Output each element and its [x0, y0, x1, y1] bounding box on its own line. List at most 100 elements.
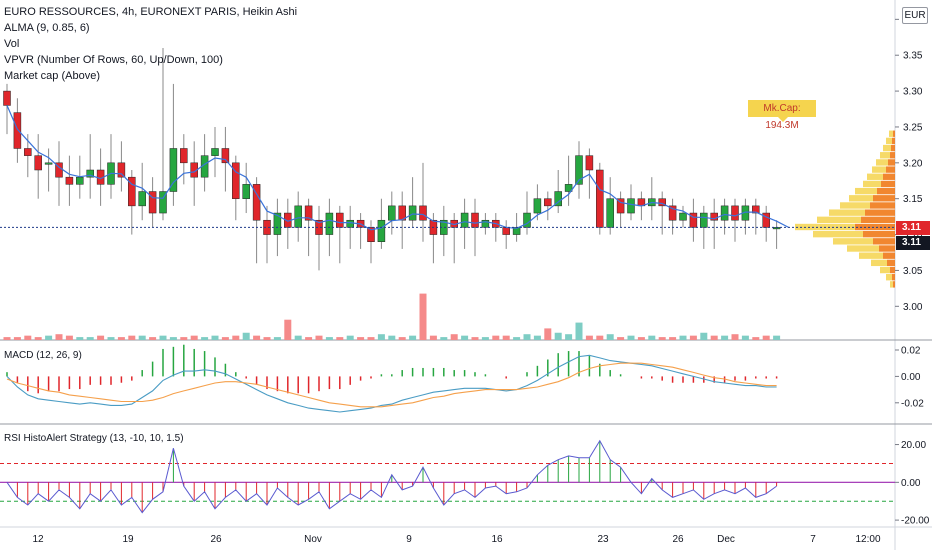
time-tick-label: 7 — [810, 534, 816, 545]
macd-tick-label: 0.00 — [901, 372, 921, 383]
volume-bar — [741, 335, 749, 340]
candle-body — [762, 212, 770, 228]
volume-bar — [24, 335, 32, 340]
vpvr-row-down — [879, 245, 895, 252]
indicator-market-cap[interactable]: Market cap (Above) — [4, 70, 100, 82]
indicator-vol[interactable]: Vol — [4, 38, 20, 50]
volume-bar — [325, 337, 333, 340]
vpvr-row-down — [892, 137, 895, 145]
volume-bar — [502, 335, 510, 340]
vpvr-profile — [795, 130, 895, 288]
vpvr-row-up — [855, 187, 877, 195]
candle-body — [117, 162, 126, 178]
currency-button[interactable]: EUR — [902, 7, 928, 24]
time-tick-label: 26 — [672, 534, 684, 545]
candle-body — [252, 184, 261, 221]
candle-body — [367, 227, 375, 242]
time-tick-label: 19 — [122, 534, 134, 545]
macd-tick-label: 0.02 — [901, 346, 921, 357]
volume-bar — [658, 337, 666, 340]
rsi-tick-label: -20.00 — [901, 516, 930, 527]
price-tick-label: 3.00 — [903, 302, 923, 313]
vpvr-row-up — [880, 266, 890, 274]
volume-bar — [65, 335, 73, 340]
volume-bar — [117, 337, 125, 340]
macd-line — [6, 354, 777, 413]
vpvr-row-up — [886, 137, 892, 145]
volume-bar — [648, 335, 656, 340]
volume-bar — [97, 335, 105, 340]
volume-bar — [513, 337, 521, 340]
vpvr-row-down — [892, 274, 895, 281]
volume-bar — [336, 337, 344, 340]
candle-body — [731, 205, 739, 221]
candle-body — [752, 205, 760, 214]
alma-line — [6, 105, 789, 231]
market-cap-label: Mk.Cap: 194.3M — [748, 100, 816, 131]
volume-bar — [565, 334, 573, 340]
vpvr-row-down — [855, 223, 895, 231]
volume-bar — [429, 335, 437, 340]
vpvr-row-up — [859, 252, 883, 259]
price-axis[interactable]: 3.403.353.303.253.203.153.103.053.00 — [895, 15, 923, 313]
candle-body — [148, 191, 157, 214]
volume-bar — [242, 332, 250, 340]
vpvr-row-up — [886, 274, 892, 281]
vpvr-row-up — [872, 166, 886, 173]
vpvr-row-down — [893, 130, 895, 137]
volume-bar — [710, 335, 718, 340]
candle-body — [564, 184, 573, 192]
candle-body — [3, 90, 11, 106]
vpvr-row-down — [887, 259, 895, 267]
volume-bar — [169, 337, 177, 340]
volume-bar — [180, 337, 188, 340]
candle-body — [169, 148, 178, 192]
vpvr-row-down — [883, 252, 895, 259]
candle-body — [585, 155, 594, 171]
vpvr-row-up — [863, 180, 881, 188]
vpvr-row-up — [829, 209, 865, 216]
indicator-vpvr[interactable]: VPVR (Number Of Rows, 60, Up/Down, 100) — [4, 54, 223, 66]
candle-body — [544, 198, 552, 207]
vpvr-row-up — [833, 238, 873, 245]
candle-body — [408, 205, 417, 221]
candle-body — [232, 162, 240, 199]
vpvr-row-up — [849, 195, 873, 202]
candle-body — [221, 148, 230, 164]
indicator-alma[interactable]: ALMA (9, 0.85, 6) — [4, 22, 90, 34]
candle-body — [44, 162, 53, 165]
vpvr-row-down — [873, 195, 895, 202]
volume-bar — [273, 337, 281, 340]
volume-bar — [731, 334, 739, 340]
candle-body — [24, 148, 32, 156]
candle-body — [76, 176, 84, 185]
candle-body — [315, 219, 323, 235]
vpvr-row-down — [863, 230, 895, 238]
candle-body — [180, 148, 188, 164]
time-tick-label: 26 — [210, 534, 222, 545]
volume-bar — [533, 335, 541, 340]
volume-bar — [481, 337, 489, 340]
volume-bar — [440, 337, 448, 340]
vpvr-row-up — [871, 259, 887, 267]
time-axis[interactable]: 12 19 26 Nov 9 16 23 26 Dec 7 12:00 — [32, 534, 881, 545]
volume-bar — [346, 335, 354, 340]
candle-body — [263, 219, 271, 235]
legend: EURO RESSOURCES, 4h, EURONEXT PARIS, Hei… — [4, 4, 297, 84]
volume-bar — [752, 337, 760, 340]
time-tick-label: 12:00 — [855, 534, 880, 545]
candle-body — [325, 212, 334, 235]
candle-body — [65, 176, 74, 185]
rsi-line — [6, 439, 777, 514]
candle-body — [211, 148, 219, 156]
candle-body — [658, 198, 666, 207]
candle-body — [710, 212, 718, 221]
candle-body — [304, 205, 313, 221]
volume-bar — [45, 335, 53, 340]
rsi-panel: 20.00 0.00 -20.00 — [0, 439, 930, 527]
vpvr-row-down — [888, 159, 895, 166]
macd-tick-label: -0.02 — [901, 398, 924, 409]
volume-bar — [86, 337, 94, 340]
volume-bar — [107, 337, 115, 340]
